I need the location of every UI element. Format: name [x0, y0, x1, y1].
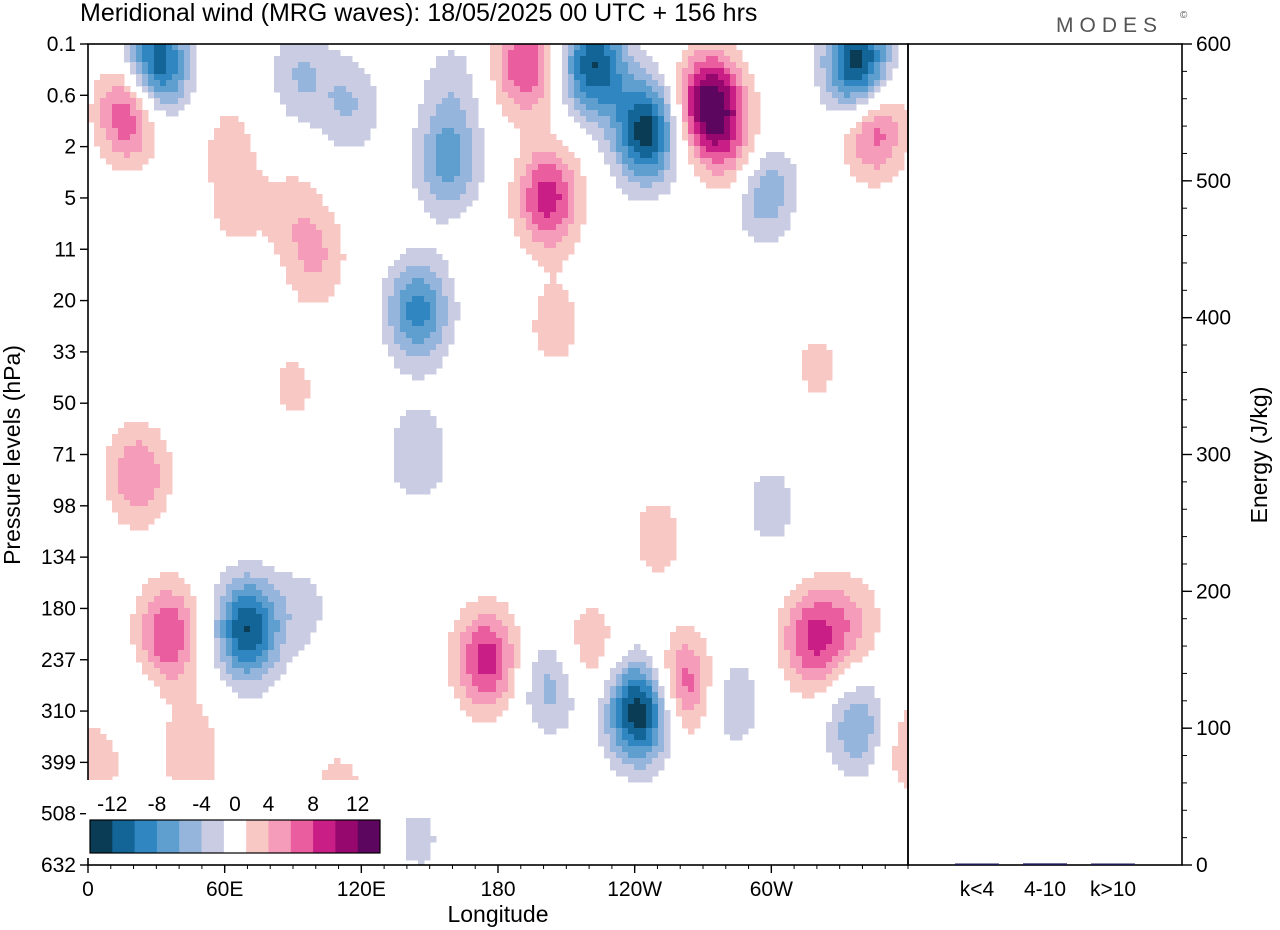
pressure-tick-label: 399	[41, 751, 76, 774]
energy-bar	[955, 863, 999, 865]
colorbar-swatch	[268, 820, 292, 853]
longitude-axis: 0 60E 120E 180 120W 60W	[82, 865, 909, 901]
colorbar: -12 -8 -4 0 4 8 12	[86, 780, 384, 858]
pressure-tick-label: 71	[53, 444, 76, 467]
energy-bar	[1091, 863, 1135, 865]
colorbar-swatch	[201, 820, 225, 853]
colorbar-swatch	[246, 820, 269, 853]
pressure-tick-label: 98	[53, 495, 76, 518]
pressure-tick-label: 5	[64, 187, 76, 210]
energy-tick-label: 500	[1196, 170, 1231, 193]
pressure-tick-label: 0.6	[47, 84, 76, 107]
heatmap-field	[88, 44, 908, 865]
pressure-tick-label: 632	[41, 854, 76, 877]
pressure-tick-label: 310	[41, 700, 76, 723]
energy-axis: 0 100 200 300 400 500 600	[1182, 33, 1231, 877]
colorbar-tick-label: -12	[97, 793, 127, 816]
longitude-tick-label: 120W	[607, 878, 662, 901]
longitude-tick-label: 180	[480, 878, 515, 901]
wavenumber-axis: k<4 4-10 k>10	[960, 878, 1136, 901]
colorbar-swatch	[223, 820, 247, 853]
colorbar-swatch	[156, 820, 180, 853]
pressure-tick-label: 508	[41, 803, 76, 826]
brand-mark: ©	[1180, 10, 1188, 21]
colorbar-swatch	[335, 820, 359, 853]
colorbar-tick-label: 4	[263, 793, 275, 816]
chart-title: Meridional wind (MRG waves): 18/05/2025 …	[80, 0, 757, 27]
wavenumber-tick-label: 4-10	[1024, 878, 1066, 901]
pressure-tick-label: 50	[53, 392, 76, 415]
wavenumber-tick-label: k>10	[1090, 878, 1136, 901]
pressure-tick-label: 11	[54, 238, 76, 261]
x-axis-label: Longitude	[447, 901, 548, 927]
pressure-tick-label: 180	[41, 597, 76, 620]
pressure-tick-label: 134	[41, 546, 76, 569]
colorbar-tick-label: 0	[229, 793, 241, 816]
colorbar-tick-label: 8	[307, 793, 319, 816]
colorbar-tick-label: -8	[148, 793, 167, 816]
energy-tick-label: 300	[1196, 444, 1231, 467]
colorbar-swatch	[313, 820, 336, 853]
pressure-tick-label: 2	[64, 136, 76, 159]
wavenumber-tick-label: k<4	[960, 878, 995, 901]
pressure-tick-label: 20	[53, 290, 76, 313]
energy-tick-label: 600	[1196, 33, 1231, 56]
energy-tick-label: 100	[1196, 717, 1231, 740]
longitude-tick-label: 60W	[750, 878, 793, 901]
y-axis-label: Pressure levels (hPa)	[0, 345, 25, 565]
colorbar-swatch	[290, 820, 314, 853]
colorbar-tick-label: -4	[192, 793, 211, 816]
energy-bars	[955, 863, 1135, 865]
energy-panel-frame	[907, 43, 1183, 866]
longitude-tick-label: 0	[82, 878, 94, 901]
pressure-tick-label: 237	[41, 649, 76, 672]
energy-tick-label: 0	[1196, 854, 1208, 877]
pressure-axis: 0.1 0.6 2 5 11 20 33 50 71 98 134 180 237 310 399 508 63…	[41, 33, 88, 877]
colorbar-swatch	[357, 820, 381, 853]
colorbar-tick-label: 12	[346, 793, 369, 816]
pressure-tick-label: 33	[53, 341, 76, 364]
colorbar-swatch	[112, 820, 136, 853]
colorbar-swatch	[179, 820, 202, 853]
pressure-tick-label: 0.1	[47, 33, 76, 56]
energy-tick-label: 200	[1196, 580, 1231, 603]
energy-tick-label: 400	[1196, 307, 1231, 330]
colorbar-swatch	[90, 820, 113, 853]
colorbar-swatch	[134, 820, 158, 853]
longitude-tick-label: 60E	[206, 878, 243, 901]
longitude-tick-label: 120E	[337, 878, 386, 901]
energy-axis-label: Energy (J/kg)	[1246, 387, 1272, 524]
energy-bar	[1023, 863, 1067, 865]
brand-logo: MODES	[1056, 14, 1163, 37]
